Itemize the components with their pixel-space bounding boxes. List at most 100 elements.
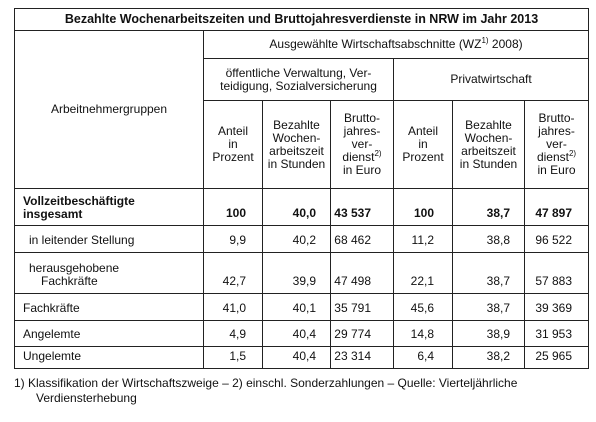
text-line: in Euro [342, 163, 382, 177]
cell-value: 38,9 [452, 320, 525, 347]
header-row: Anteil in Prozent Bezahlte Wochen-arbeitszei… [15, 100, 590, 189]
row-label-header: Arbeitnehmergruppen [14, 30, 204, 189]
cell-value: 43 537 [330, 188, 394, 226]
cell-value: 42,7 [203, 252, 263, 294]
text-line: Ausgewählte Wirtschaftsabschnitte (WZ1) … [205, 36, 588, 51]
text-line: Prozent [212, 150, 254, 164]
cell-value: 11,2 [393, 225, 453, 253]
text-line: in Euro [537, 163, 576, 177]
text-line: jahres- [343, 124, 381, 138]
cell-value: 47 897 [523, 188, 590, 226]
column-header: Bezahlte Wochen-arbeitszeit in Stunden [262, 100, 331, 189]
cell-value: 4,9 [203, 320, 263, 347]
column-header: Brutto-jahres-ver-dienst2) in Euro [523, 100, 590, 189]
text-line: dienst2) [332, 149, 393, 164]
text-line: arbeitszeit [269, 143, 324, 158]
header-row: Arbeitnehmergruppen Ausgewählte Wirtschaf… [14, 30, 590, 189]
text-line: insgesamt [23, 207, 83, 221]
text: Ausgewählte Wirtschaftsabschnitte (WZ [269, 37, 482, 51]
cell-value: 40,2 [262, 225, 331, 253]
text-line: Fachkräfte [23, 301, 80, 315]
data-row: Vollzeitbeschäftigte insgesamt 100 40,0 43 5… [14, 188, 590, 226]
data-row: Fachkräfte 41,0 40,1 35 791 45,6 38,7 39 369 [14, 293, 590, 321]
cell-value: 9,9 [203, 225, 263, 253]
cell-value: 47 498 [330, 252, 394, 294]
column-header: Bezahlte Wochen-arbeitszeit in Stunden [452, 100, 525, 189]
cell-value: 39,9 [262, 252, 331, 294]
text-line: herausgehobene [29, 261, 120, 275]
cell-value: 100 [203, 188, 263, 226]
row-label: herausgehobene Fachkräfte [14, 252, 204, 294]
text-line: in [228, 137, 238, 151]
cell-value: 38,2 [452, 346, 525, 369]
cell-value: 39 369 [523, 293, 590, 321]
text-line: dienst2) [526, 149, 588, 164]
superscript: 2) [374, 149, 382, 158]
column-header: Anteil in Prozent [203, 100, 263, 189]
text-line: Anteil [217, 124, 249, 138]
text-line: jahres- [538, 124, 575, 138]
superscript: 1) [481, 36, 489, 45]
cell-value: 29 774 [330, 320, 394, 347]
data-row: Ungelemte 1,5 40,4 23 314 6,4 38,2 25 965 [14, 346, 590, 369]
cell-value: 45,6 [393, 293, 453, 321]
text-line: in leitender Stellung [29, 233, 135, 247]
text-line: teidigung, Sozialversicherung [220, 78, 377, 93]
text: 2008) [488, 37, 523, 51]
text-line: Bezahlte [273, 117, 320, 132]
section-header: Privatwirtschaft [392, 58, 590, 101]
text-line: in [418, 137, 428, 151]
text-line: Fachkräfte [41, 274, 98, 288]
cell-value: 25 965 [523, 346, 590, 369]
superscript: 2) [568, 149, 577, 158]
text-line: Privatwirtschaft [450, 72, 532, 86]
text-line: Wochen- [272, 130, 321, 145]
text-line: ver- [351, 137, 373, 151]
data-row: Angelemte 4,9 40,4 29 774 14,8 38,9 31 953 [14, 320, 590, 347]
text-line: Brutto- [343, 111, 380, 125]
cell-value: 38,7 [452, 188, 525, 226]
table-title: Bezahlte Wochenarbeitszeiten und Bruttoj… [13, 8, 590, 31]
text-line: Angelemte [23, 327, 81, 341]
row-label: in leitender Stellung [14, 225, 204, 253]
cell-value: 23 314 [330, 346, 394, 369]
cell-value: 40,1 [262, 293, 331, 321]
text-line: ver- [546, 137, 567, 151]
cell-value: 96 522 [523, 225, 590, 253]
text-line: Wochen- [464, 130, 513, 145]
cell-value: 40,4 [262, 346, 331, 369]
text-line: Brutto- [538, 111, 575, 125]
cell-value: 38,7 [452, 252, 525, 294]
footnote-line: Verdiensterhebung [36, 391, 137, 405]
text-line: Ungelemte [23, 349, 82, 363]
row-label: Vollzeitbeschäftigte insgesamt [14, 188, 204, 226]
column-header: Brutto-jahres-ver-dienst2) in Euro [330, 100, 394, 189]
footnote: 1) Klassifikation der Wirtschaftszweige … [14, 376, 517, 406]
data-table: Bezahlte Wochenarbeitszeiten und Bruttoj… [13, 8, 590, 369]
text-line: Prozent [402, 150, 444, 164]
cell-value: 38,7 [452, 293, 525, 321]
column-header: Anteil in Prozent [393, 100, 453, 189]
title-row: Bezahlte Wochenarbeitszeiten und Bruttoj… [13, 8, 590, 31]
cell-value: 40,0 [262, 188, 331, 226]
text-line: in Stunden [459, 156, 518, 171]
cell-value: 100 [393, 188, 453, 226]
section-header: öffentliche Verwaltung, Ver-teidigung, S… [203, 58, 394, 101]
cell-value: 40,4 [262, 320, 331, 347]
text-line: arbeitszeit [461, 143, 516, 158]
cell-value: 22,1 [393, 252, 453, 294]
row-label: Fachkräfte [14, 293, 204, 321]
text-line: Anteil [407, 124, 439, 138]
cell-value: 14,8 [393, 320, 453, 347]
cell-value: 38,8 [452, 225, 525, 253]
group-header: Ausgewählte Wirtschaftsabschnitte (WZ1) … [202, 30, 590, 59]
cell-value: 57 883 [523, 252, 590, 294]
text-line: Vollzeitbeschäftigte [23, 194, 135, 208]
cell-value: 1,5 [203, 346, 263, 369]
text-line: öffentliche Verwaltung, Ver- [225, 65, 372, 80]
cell-value: 6,4 [393, 346, 453, 369]
text: dienst [536, 150, 569, 164]
cell-value: 68 462 [330, 225, 394, 253]
cell-value: 31 953 [523, 320, 590, 347]
